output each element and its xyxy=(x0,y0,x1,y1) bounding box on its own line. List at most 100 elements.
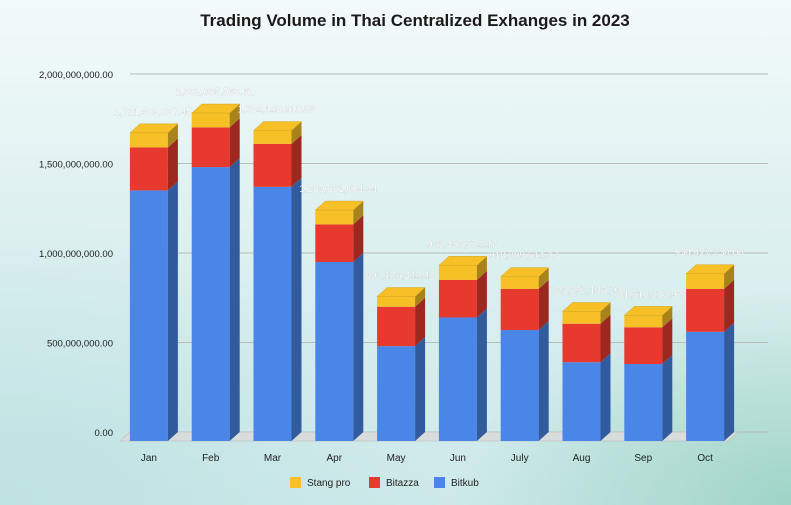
bar-segment-bitazza xyxy=(500,279,549,331)
bar-segment-bitazza xyxy=(624,318,673,365)
bar-top xyxy=(376,287,426,297)
x-tick-label: July xyxy=(511,453,529,464)
bar-front xyxy=(253,143,292,187)
bar-side xyxy=(476,308,487,441)
bars xyxy=(129,103,735,441)
legend-label: Bitazza xyxy=(386,478,419,489)
total-labels: 1,721,509,037.45 1,832,085,563.61 1,734,14… xyxy=(114,87,745,301)
bar-top xyxy=(685,264,735,274)
bar-front xyxy=(129,147,168,191)
bar-front xyxy=(686,331,725,441)
bar-top xyxy=(561,302,612,312)
bar-front xyxy=(191,113,230,128)
bar-front xyxy=(438,279,477,318)
legend-label: Bitkub xyxy=(451,478,479,489)
bar-segment-bitkub xyxy=(191,158,240,441)
bar-side xyxy=(476,270,487,318)
bar-side xyxy=(600,314,611,363)
bar-side xyxy=(538,279,549,331)
bar-side xyxy=(476,256,487,280)
bar-front xyxy=(624,327,663,365)
bar-side xyxy=(662,355,673,441)
bar-side xyxy=(538,321,549,441)
legend-item: Bitkub xyxy=(434,477,479,489)
bar-side xyxy=(353,215,364,262)
bar-segment-bitkub xyxy=(624,355,673,441)
bar-segment-bitazza xyxy=(129,138,178,191)
bar-segment-bitkub xyxy=(129,181,178,441)
bar-front xyxy=(129,132,168,148)
bar-segment-bitkub xyxy=(315,253,364,441)
legend-swatch xyxy=(290,477,301,488)
bar-segment-stang-pro xyxy=(191,103,241,128)
legend-swatch xyxy=(369,477,380,488)
total-label: 723,297,136.70 xyxy=(551,286,621,297)
bar-segment-bitkub xyxy=(438,308,487,441)
x-tick-label: Apr xyxy=(327,453,343,464)
x-axis: Jan Feb Mar Apr May Jun July Aug Sep Oct xyxy=(141,453,713,464)
total-label: 981,356,574.47 xyxy=(427,239,497,250)
bar-front xyxy=(562,311,601,324)
x-tick-label: Jan xyxy=(141,453,157,464)
bar-side xyxy=(167,181,178,441)
bar-front xyxy=(624,364,663,441)
total-label: 807,126,344.42 xyxy=(365,271,435,282)
bar-segment-bitkub xyxy=(377,337,426,441)
bar-side xyxy=(415,337,426,441)
bar-segment-bitazza xyxy=(377,297,426,347)
bar-segment-bitkub xyxy=(253,177,302,441)
bar-segment-bitazza xyxy=(438,270,487,318)
bar-front xyxy=(562,362,601,441)
total-label: 934,427,734.08 xyxy=(674,248,744,259)
total-label: 1,734,143,910.96 xyxy=(238,105,316,116)
bar-segment-bitazza xyxy=(686,279,735,332)
bar-front xyxy=(315,262,354,441)
bar-segment-bitkub xyxy=(686,322,735,441)
bar-side xyxy=(353,201,364,225)
total-label: 1,721,509,037.45 xyxy=(114,107,192,118)
bar-segment-bitkub xyxy=(562,353,611,441)
bar-front xyxy=(253,186,292,441)
x-tick-label: Aug xyxy=(573,453,591,464)
bar-segment-stang-pro xyxy=(129,123,179,148)
bar-side xyxy=(291,134,302,187)
bar-side xyxy=(724,264,735,289)
bar-front xyxy=(191,167,230,441)
bar-side xyxy=(600,302,611,324)
x-tick-label: Feb xyxy=(202,453,220,464)
bar-front xyxy=(624,315,663,328)
bar-segment-stang-pro xyxy=(685,264,735,289)
bar-side xyxy=(724,279,735,332)
bar-top xyxy=(191,103,241,114)
bar-segment-stang-pro xyxy=(623,306,673,328)
legend-item: Bitazza xyxy=(369,477,419,489)
y-tick-label: 0.00 xyxy=(95,428,114,439)
bar-side xyxy=(415,287,426,307)
bar-segment-stang-pro xyxy=(438,256,488,280)
bar-segment-stang-pro xyxy=(500,267,550,289)
bar-front xyxy=(438,317,477,441)
bar-front xyxy=(686,288,725,332)
x-tick-label: May xyxy=(387,453,406,464)
bar-front xyxy=(377,346,416,441)
total-label: 1,289,881,004.44 xyxy=(299,184,377,195)
bar-segment-stang-pro xyxy=(561,302,612,324)
bar-side xyxy=(353,253,364,441)
bar-front xyxy=(500,288,539,331)
bar-side xyxy=(600,353,611,441)
bar-side xyxy=(291,177,302,441)
bar-front xyxy=(129,190,168,441)
y-tick-label: 2,000,000,000.00 xyxy=(39,70,113,81)
bar-segment-bitazza xyxy=(191,118,240,168)
bar-side xyxy=(662,306,673,328)
bar-segment-bitkub xyxy=(500,321,549,441)
bar-front xyxy=(438,265,477,280)
bar-front xyxy=(315,224,354,262)
x-tick-label: Sep xyxy=(634,453,652,464)
bar-top xyxy=(500,267,550,277)
total-label: 1,832,085,563.61 xyxy=(176,87,254,98)
bar-top xyxy=(252,121,303,131)
bar-segment-bitazza xyxy=(562,314,611,363)
